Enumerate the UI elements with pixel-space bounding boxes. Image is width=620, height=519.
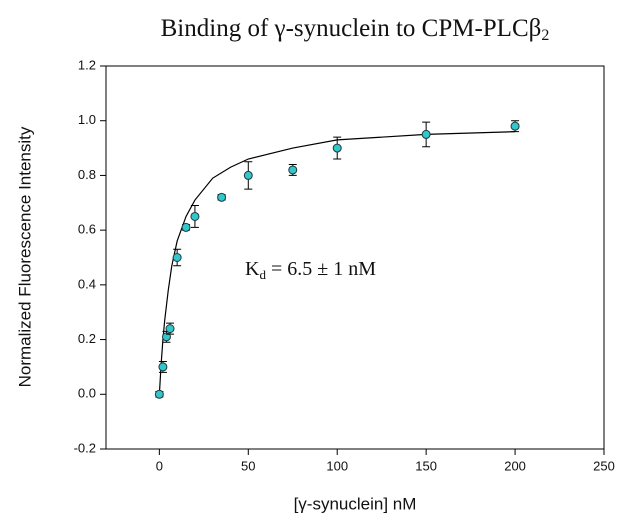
- y-tick-label: 1.0: [78, 112, 96, 127]
- x-tick-label: 200: [504, 458, 526, 473]
- y-axis-label: Normalized Fluorescence Intensity: [15, 126, 34, 387]
- x-tick-label: 0: [156, 458, 163, 473]
- x-tick-label: 250: [593, 458, 615, 473]
- fit-line: [158, 131, 516, 395]
- title-subscript: 2: [541, 27, 549, 44]
- title-text: Binding of γ-synuclein to CPM-PLCβ: [161, 15, 542, 42]
- data-point: [332, 143, 342, 153]
- data-point: [190, 211, 200, 221]
- y-tick-label: 0.0: [78, 386, 96, 401]
- x-tick-label: 150: [415, 458, 437, 473]
- data-point: [172, 253, 182, 262]
- data-point: [421, 129, 431, 139]
- y-tick-label: 0.4: [78, 276, 96, 291]
- annotation: Kd = 6.5 ± 1 nM: [245, 258, 376, 282]
- annotation-subscript: d: [259, 267, 266, 282]
- data-point: [165, 324, 175, 334]
- data-point: [288, 165, 298, 175]
- y-tick-label: -0.2: [74, 440, 96, 455]
- chart-title: Binding of γ-synuclein to CPM-PLCβ2: [161, 15, 550, 44]
- y-tick-label: 0.8: [78, 167, 96, 182]
- y-tick-label: 0.2: [78, 331, 96, 346]
- plot-frame: [105, 65, 605, 450]
- annotation-rest: = 6.5 ± 1 nM: [266, 258, 376, 280]
- data-point: [154, 389, 164, 399]
- annotation-text: K: [245, 258, 260, 280]
- x-tick-label: 100: [326, 458, 348, 473]
- data-point: [161, 332, 171, 342]
- y-tick-label: 0.6: [78, 222, 96, 237]
- data-point: [243, 170, 253, 180]
- data-point: [158, 362, 168, 372]
- x-tick-label: 50: [241, 458, 255, 473]
- data-point: [217, 192, 227, 202]
- x-axis-label: [γ-synuclein] nM: [294, 494, 417, 513]
- y-tick-label: 1.2: [78, 57, 96, 72]
- data-point: [181, 222, 191, 232]
- data-point: [510, 121, 520, 131]
